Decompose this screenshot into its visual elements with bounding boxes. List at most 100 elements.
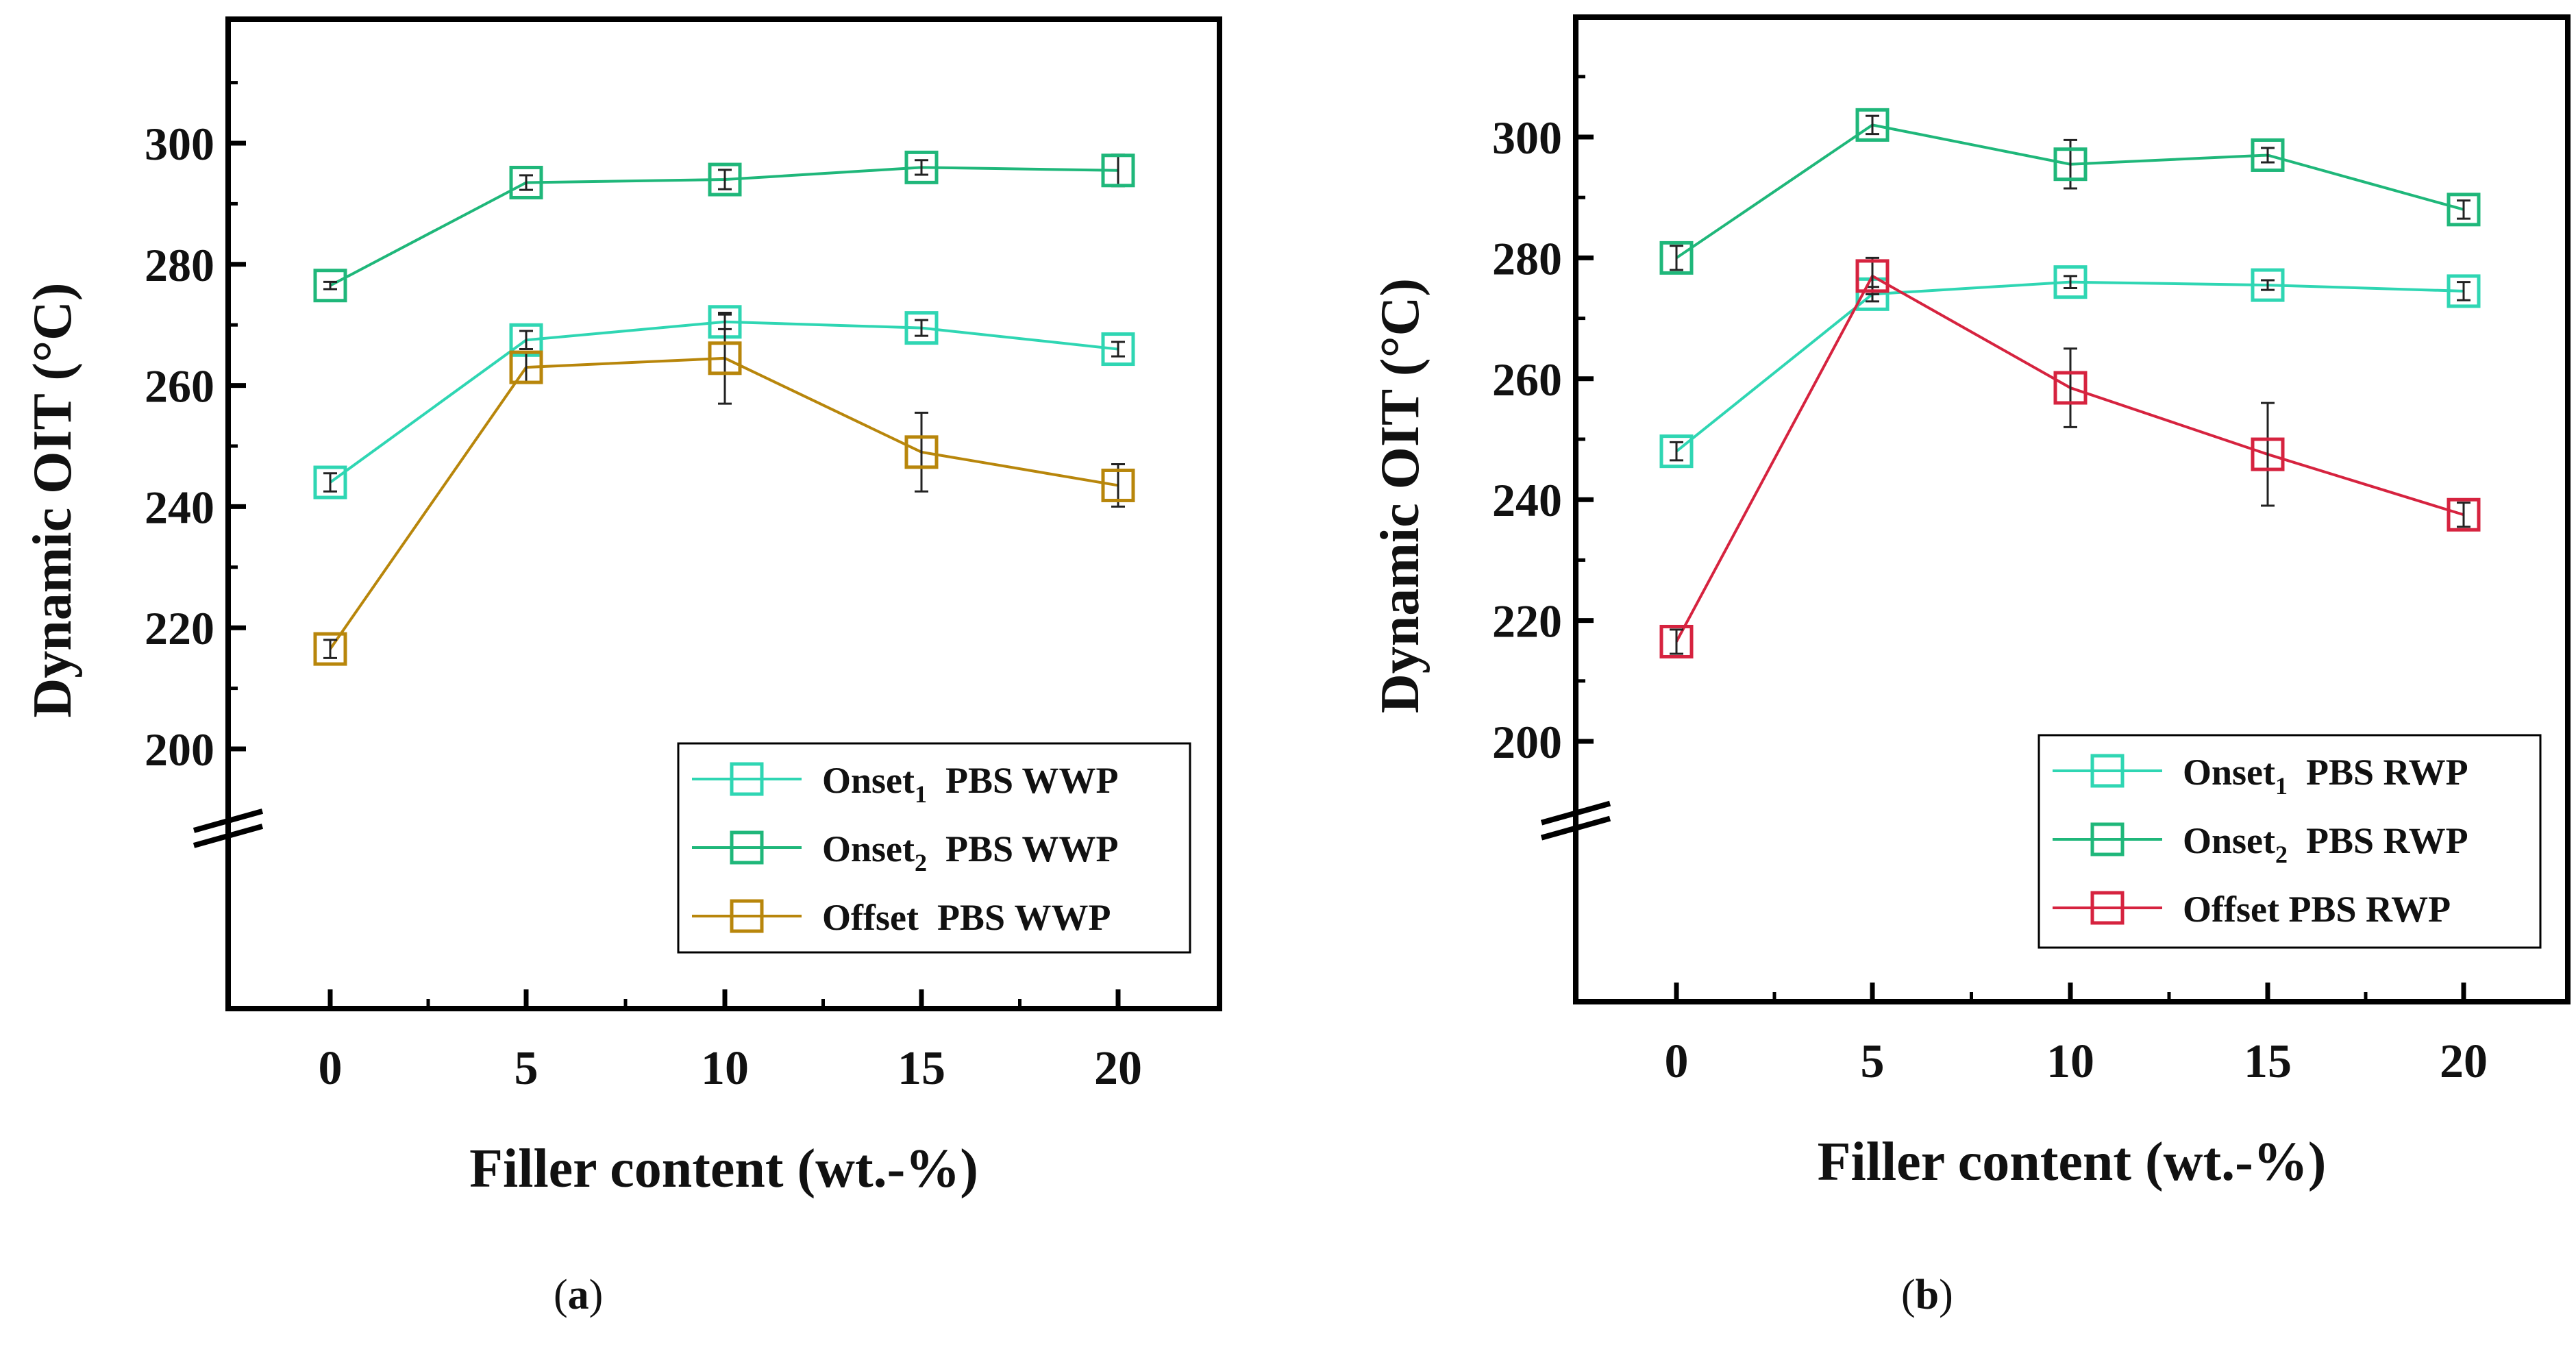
data-point-marker xyxy=(904,311,939,345)
break-line xyxy=(1540,800,1611,826)
x-tick-label: 15 xyxy=(897,1042,945,1095)
legend: Onset1 PBS WWP Onset2 PBS WWP Offset PBS W… xyxy=(677,742,1191,954)
chart-panel-b: 200 220 240 260 280 300 0 5 10 15 20 Filler content… xyxy=(1370,14,2571,1192)
legend-marker xyxy=(730,830,764,865)
legend-item: Offset PBS RWP xyxy=(2053,889,2451,930)
x-tick-label: 10 xyxy=(701,1042,749,1095)
error-bar xyxy=(1866,256,1879,295)
x-axis-title: Filler content (wt.-%) xyxy=(1818,1132,2327,1192)
y-tick-label: 200 xyxy=(145,724,214,776)
break-line xyxy=(193,824,264,848)
x-tick-label: 5 xyxy=(1861,1035,1885,1088)
data-point-marker xyxy=(1659,240,1694,275)
error-bar xyxy=(1670,245,1683,271)
legend-marker xyxy=(2090,891,2125,925)
x-tick-label: 20 xyxy=(1094,1042,1142,1095)
data-point-marker xyxy=(313,632,347,666)
y-axis-break-mark xyxy=(1540,800,1611,841)
legend-item: Onset1 PBS RWP xyxy=(2053,752,2468,800)
data-point-marker xyxy=(1101,153,1135,188)
y-tick-label: 300 xyxy=(145,118,214,170)
legend-item: Offset PBS WWP xyxy=(692,897,1111,938)
data-point-marker xyxy=(708,162,742,197)
error-bar xyxy=(519,174,533,191)
error-bar xyxy=(1866,114,1879,136)
series-onset2 xyxy=(1659,108,2481,275)
error-bar xyxy=(2261,147,2275,164)
x-tick-label: 5 xyxy=(515,1042,538,1095)
break-line xyxy=(1540,815,1611,841)
data-point-marker xyxy=(904,435,939,469)
error-bar xyxy=(1670,628,1683,655)
data-point-marker xyxy=(1101,332,1135,367)
error-bar xyxy=(2457,281,2470,301)
series-line xyxy=(1675,274,2464,643)
legend-marker xyxy=(2090,754,2125,788)
y-tick-label: 240 xyxy=(145,481,214,533)
y-tick-label: 220 xyxy=(145,602,214,654)
data-point-marker xyxy=(2251,138,2285,172)
y-axis-break-mark xyxy=(193,809,264,848)
data-point-marker xyxy=(1101,468,1135,502)
data-point-marker xyxy=(313,269,347,303)
error-bar xyxy=(2064,275,2077,289)
data-point-marker xyxy=(2447,274,2481,308)
legend: Onset1 PBS RWP Onset2 PBS RWP Offset PBS R… xyxy=(2038,734,2542,949)
legend-label: Onset1 PBS RWP xyxy=(2183,752,2468,800)
error-bar xyxy=(1670,441,1683,462)
y-tick-label: 240 xyxy=(1492,474,1562,526)
y-tick-label: 300 xyxy=(1492,112,1562,164)
error-bar xyxy=(915,319,928,337)
legend-marker xyxy=(2090,822,2125,856)
legend-marker xyxy=(730,762,764,796)
legend-item: Onset2 PBS WWP xyxy=(692,828,1119,876)
legend-item: Onset2 PBS RWP xyxy=(2053,820,2468,868)
series-offset xyxy=(313,312,1135,666)
data-point-marker xyxy=(2053,147,2088,182)
data-point-marker xyxy=(313,465,347,499)
data-point-marker xyxy=(1855,108,1890,142)
error-bar xyxy=(323,472,337,493)
data-point-marker xyxy=(708,341,742,375)
data-point-marker xyxy=(2053,371,2088,405)
legend-label: Onset2 PBS WWP xyxy=(822,828,1119,876)
legend-label: Onset2 PBS RWP xyxy=(2183,820,2468,868)
x-tick-label: 0 xyxy=(319,1042,343,1095)
panel-caption-b: (b) xyxy=(1901,1272,1953,1318)
error-bar xyxy=(2457,199,2470,220)
x-tick-label: 0 xyxy=(1665,1035,1689,1088)
error-bar xyxy=(2261,402,2275,507)
y-axis-title: Dynamic OIT (°C) xyxy=(1370,278,1431,713)
error-bar xyxy=(519,330,533,351)
chart-panel-a: 200 220 240 260 280 300 0 5 10 15 20 Filler content… xyxy=(23,16,1222,1199)
error-bar xyxy=(2261,279,2275,291)
data-point-marker xyxy=(1659,624,1694,658)
legend-label: Offset PBS WWP xyxy=(822,897,1111,938)
legend-item: Onset1 PBS WWP xyxy=(692,760,1119,808)
data-point-marker xyxy=(509,165,543,199)
y-tick-label: 260 xyxy=(145,360,214,412)
x-axis-title: Filler content (wt.-%) xyxy=(469,1139,978,1199)
series-onset2 xyxy=(313,150,1135,303)
error-bar xyxy=(915,411,928,493)
error-bar xyxy=(2064,347,2077,428)
data-point-marker xyxy=(2251,268,2285,302)
y-axis-title: Dynamic OIT (°C) xyxy=(23,283,83,718)
y-tick-label: 200 xyxy=(1492,716,1562,768)
y-tick-label: 220 xyxy=(1492,595,1562,647)
y-tick-label: 280 xyxy=(1492,232,1562,284)
y-tick-label: 280 xyxy=(145,239,214,291)
data-point-marker xyxy=(509,350,543,384)
x-tick-label: 10 xyxy=(2046,1035,2094,1088)
legend-label: Offset PBS RWP xyxy=(2183,889,2451,930)
legend-label: Onset1 PBS WWP xyxy=(822,760,1119,808)
error-bar xyxy=(1111,341,1125,358)
error-bar xyxy=(915,159,928,176)
x-tick-label: 15 xyxy=(2244,1035,2292,1088)
error-bar xyxy=(718,169,732,190)
data-point-marker xyxy=(1659,434,1694,469)
series-offset xyxy=(1659,256,2481,658)
data-point-marker xyxy=(2447,193,2481,227)
error-bar xyxy=(323,639,337,659)
